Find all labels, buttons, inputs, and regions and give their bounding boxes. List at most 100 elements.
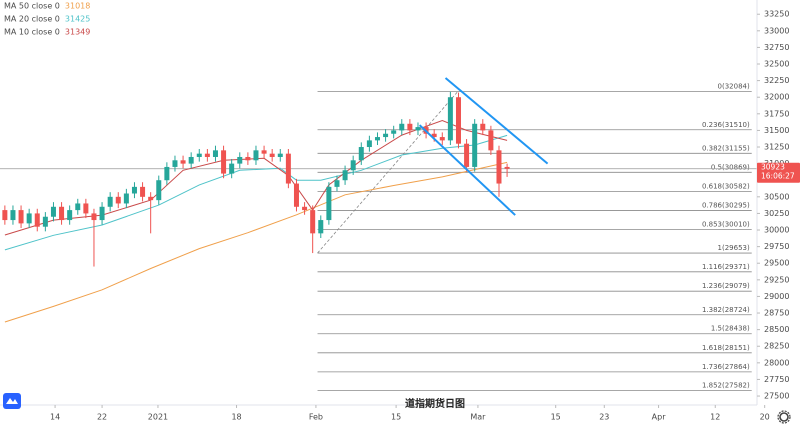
ma-line [4, 161, 508, 323]
x-tick-label: 15 [551, 413, 561, 422]
candle-body [237, 156, 243, 164]
x-tick-label: Apr [652, 413, 667, 422]
logo-glyph [6, 398, 18, 404]
candle-body [212, 150, 218, 157]
fib-label: 1.116(29371) [702, 263, 750, 271]
fib-label: 1.736(27864) [702, 363, 750, 371]
y-tick-label: 27750 [764, 375, 789, 384]
candle-body [261, 150, 267, 154]
x-tick-label: 20 [760, 413, 770, 422]
x-tick-label: 2021 [148, 413, 168, 422]
candle-body [399, 123, 405, 131]
y-tick-label: 29250 [764, 275, 789, 284]
x-tick-label: 12 [710, 413, 720, 422]
y-tick-label: 32000 [764, 93, 789, 102]
fib-label: 0(32084) [718, 83, 750, 91]
y-tick-label: 29750 [764, 242, 789, 251]
x-tick-label: 23 [599, 413, 609, 422]
candle-body [464, 143, 470, 167]
legend-value: 31349 [65, 28, 90, 37]
x-tick-label: 22 [97, 413, 107, 422]
candle-body [318, 220, 324, 234]
chart-title: 道指期货日图 [405, 397, 465, 410]
candle-body [407, 123, 413, 131]
candle-body [488, 130, 494, 151]
candle-body [447, 97, 453, 141]
settings-icon[interactable] [777, 410, 791, 424]
fib-label: 0.853(30010) [702, 220, 750, 228]
y-tick-label: 31750 [764, 109, 789, 118]
y-tick-label: 31250 [764, 143, 789, 152]
candle-body [172, 160, 178, 167]
candle-body [115, 196, 121, 204]
candle-body [196, 153, 202, 157]
y-tick-label: 28000 [764, 358, 789, 367]
candle-body [26, 213, 32, 224]
candle-body [164, 166, 170, 181]
candle-body [140, 186, 146, 197]
fib-label: 1.236(29079) [702, 282, 750, 290]
candle-body [285, 153, 291, 184]
candle-body [342, 170, 348, 181]
fib-label: 0.5(30869) [711, 163, 750, 171]
candle-body [431, 133, 437, 138]
legend-name: MA 50 close 0 [4, 2, 60, 11]
x-tick-label: Feb [309, 413, 323, 422]
x-tick-label: 18 [231, 413, 241, 422]
candle-body [302, 206, 308, 211]
candle-body [34, 213, 40, 227]
candle-body [229, 163, 235, 174]
candle-body [374, 137, 380, 141]
candle-body [455, 97, 461, 144]
candle-body [277, 153, 283, 157]
fib-label: 0.382(31155) [702, 144, 750, 152]
candle-body [148, 196, 154, 201]
fib-anchor [317, 91, 458, 254]
gear-teeth [777, 410, 791, 424]
y-tick-label: 28750 [764, 309, 789, 318]
candle-body [366, 140, 372, 148]
y-tick-label: 29000 [764, 292, 789, 301]
y-tick-label: 30500 [764, 192, 789, 201]
y-tick-label: 32250 [764, 76, 789, 85]
fib-label: 1.852(27582) [702, 382, 750, 390]
logo[interactable] [3, 393, 21, 409]
fib-label: 1(29653) [718, 244, 750, 252]
y-tick-label: 30000 [764, 226, 789, 235]
y-tick-label: 31500 [764, 126, 789, 135]
candle-body [496, 150, 502, 184]
fib-label: 0.786(30295) [702, 201, 750, 209]
candle-body [350, 160, 356, 171]
x-tick-label: Mar [470, 413, 486, 422]
candle-body [439, 137, 445, 141]
candle-body [2, 210, 8, 221]
legend-name: MA 10 close 0 [4, 28, 60, 37]
plot-area: 0(32084) 0.236(31510) 0.382(31155) 0.5(3086… [0, 77, 757, 391]
candle-body [42, 216, 48, 227]
price-axis-bg [757, 0, 800, 425]
candle-body [334, 180, 340, 187]
candle-body [472, 123, 478, 167]
candle-body [269, 153, 275, 157]
y-tick-label: 28250 [764, 342, 789, 351]
axes: 27500 27750 28000 28250 28500 28750 29000 29250… [50, 10, 789, 422]
candle-body [83, 203, 89, 214]
y-tick-label: 33000 [764, 26, 789, 35]
y-tick-label: 32500 [764, 60, 789, 69]
y-tick-label: 30250 [764, 209, 789, 218]
fib-label: 1.618(28151) [702, 344, 750, 352]
time-axis-bg [0, 405, 800, 425]
countdown-label: 16:06:27 [761, 172, 795, 181]
candle-body [293, 183, 299, 207]
gear[interactable] [779, 412, 789, 422]
last-price-badge [757, 162, 800, 183]
y-tick-label: 28500 [764, 325, 789, 334]
candle-body [67, 210, 73, 221]
candle-body [99, 206, 105, 221]
candle-body [391, 130, 397, 134]
legend-value: 31018 [65, 2, 90, 11]
candle-body [10, 210, 16, 221]
trendline [418, 124, 516, 216]
candle-body [123, 193, 129, 204]
